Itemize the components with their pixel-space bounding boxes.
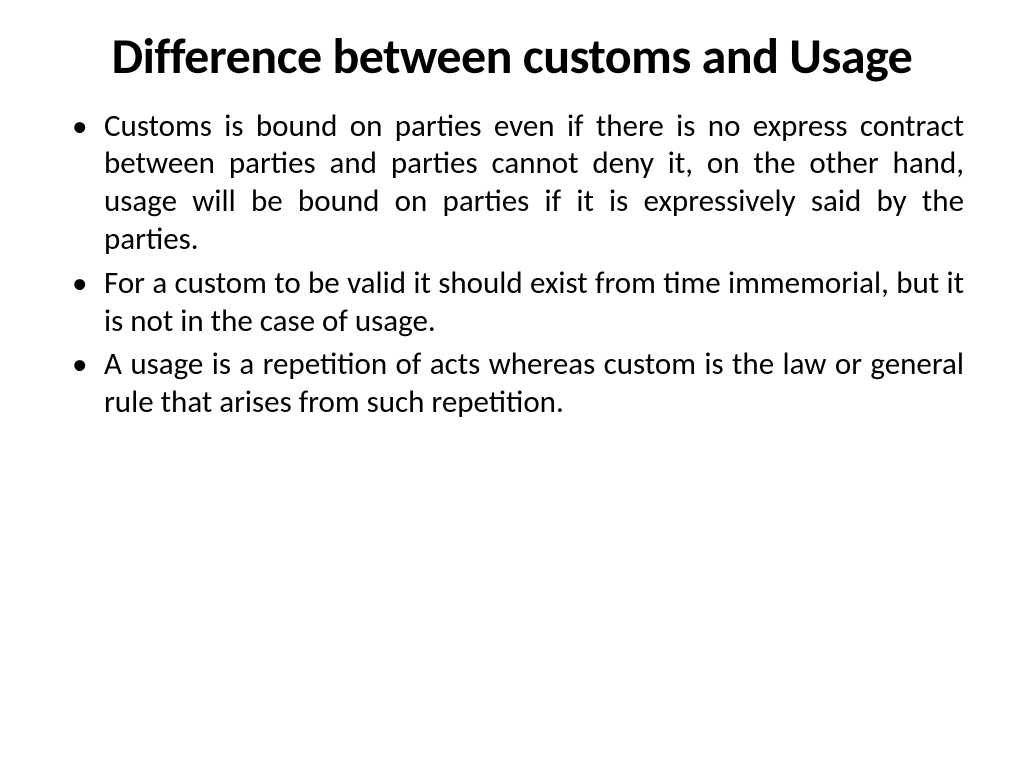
slide-body: Customs is bound on parties even if ther… xyxy=(60,108,964,423)
slide: Difference between customs and Usage Cus… xyxy=(0,0,1024,768)
list-item: A usage is a repetition of acts whereas … xyxy=(60,346,964,422)
list-item: Customs is bound on parties even if ther… xyxy=(60,108,964,259)
bullet-list: Customs is bound on parties even if ther… xyxy=(60,108,964,423)
slide-title: Difference between customs and Usage xyxy=(60,28,964,86)
list-item: For a custom to be valid it should exist… xyxy=(60,265,964,341)
